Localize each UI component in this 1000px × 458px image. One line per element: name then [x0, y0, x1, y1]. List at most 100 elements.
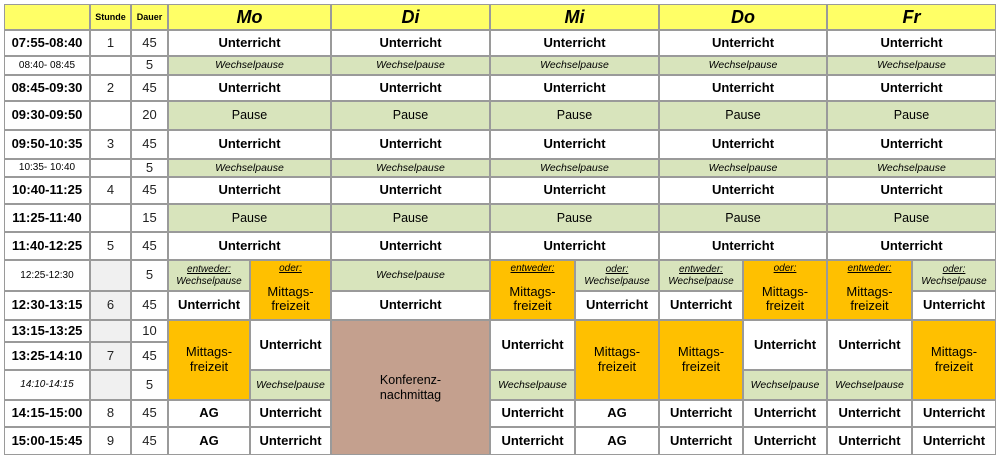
- lesson-label: Unterricht: [753, 432, 817, 448]
- lesson-cell: Unterricht: [168, 30, 331, 56]
- stunde-cell: 2: [90, 75, 131, 101]
- lesson-label: Unterricht: [259, 405, 322, 421]
- dauer-cell: 15: [131, 204, 168, 232]
- lesson-cell: Unterricht: [490, 232, 659, 260]
- lesson-cell: Unterricht: [659, 75, 827, 101]
- dauer-cell: 45: [131, 30, 168, 56]
- stunde-label: 7: [106, 347, 115, 363]
- dauer-cell: 5: [131, 260, 168, 291]
- lunch-break-label-2: freizeit: [765, 298, 805, 314]
- time-cell: 12:25-12:30: [4, 260, 90, 291]
- lesson-cell: Unterricht: [827, 320, 912, 370]
- lesson-cell-label: Unterricht: [379, 237, 442, 253]
- lunch-break-cell: entweder: Mittags-freizeit: [827, 260, 912, 320]
- change-break-option-cell: oder: Wechselpause: [912, 260, 996, 291]
- stunde-cell: [90, 320, 131, 342]
- time-label: 13:25-14:10: [11, 347, 83, 363]
- stunde-label: 3: [106, 136, 115, 152]
- lesson-cell-label: Unterricht: [543, 79, 606, 95]
- change-break-cell: Wechselpause: [168, 56, 331, 75]
- conference-label-2: nachmittag: [379, 387, 442, 402]
- lesson-cell: Unterricht: [659, 130, 827, 159]
- break-cell-label: Pause: [893, 210, 930, 225]
- lesson-label: Unterricht: [177, 297, 241, 313]
- dauer-label: 45: [142, 347, 157, 363]
- change-break-label: Wechselpause: [498, 378, 567, 391]
- time-cell: 14:10-14:15: [4, 370, 90, 400]
- change-break-cell: Wechselpause: [250, 370, 331, 400]
- change-break-label: Wechselpause: [921, 275, 987, 287]
- lunch-break-label-2: freizeit: [934, 359, 974, 374]
- time-label: 10:40-11:25: [11, 182, 83, 198]
- stunde-cell: 5: [90, 232, 131, 260]
- break-cell: Pause: [827, 204, 996, 232]
- lesson-cell-label: Unterricht: [379, 136, 442, 152]
- time-label: 12:25-12:30: [20, 269, 74, 281]
- lunch-break-label-2: freizeit: [513, 298, 552, 314]
- lesson-label: Unterricht: [838, 405, 901, 421]
- change-break-label: Wechselpause: [835, 378, 904, 391]
- header-stunde-label: Stunde: [95, 11, 126, 22]
- stunde-cell: 4: [90, 177, 131, 204]
- dauer-label: 45: [142, 237, 157, 253]
- change-break-option-cell: oder: Wechselpause: [575, 260, 659, 291]
- time-label: 14:10-14:15: [20, 379, 74, 391]
- lunch-break-label-1: Mittags-: [593, 344, 641, 360]
- time-cell: 07:55-08:40: [4, 30, 90, 56]
- lesson-cell: Unterricht: [331, 30, 490, 56]
- dauer-cell: 45: [131, 400, 168, 427]
- break-cell-label: Pause: [231, 108, 268, 123]
- change-break-label: Wechselpause: [176, 275, 242, 287]
- lesson-cell: Unterricht: [827, 177, 996, 204]
- lesson-cell: Unterricht: [490, 320, 575, 370]
- time-cell: 11:25-11:40: [4, 204, 90, 232]
- lesson-cell: Unterricht: [575, 291, 659, 320]
- dauer-cell: 45: [131, 130, 168, 159]
- lesson-label: Unterricht: [922, 432, 986, 448]
- dauer-label: 10: [142, 322, 157, 338]
- header-day: Mo: [168, 4, 331, 30]
- dauer-cell: 45: [131, 291, 168, 320]
- change-break-label: Wechselpause: [668, 275, 734, 287]
- lesson-cell: Unterricht: [331, 177, 490, 204]
- lunch-break-cell: Mittags-freizeit: [575, 320, 659, 400]
- time-label: 08:45-09:30: [11, 79, 83, 95]
- time-label: 12:30-13:15: [11, 297, 83, 313]
- dauer-label: 15: [142, 209, 157, 225]
- break-cell-label: Pause: [556, 210, 593, 225]
- lesson-cell-label: Unterricht: [880, 34, 943, 50]
- dauer-label: 45: [142, 136, 157, 152]
- time-cell: 13:25-14:10: [4, 342, 90, 370]
- dauer-label: 5: [145, 159, 154, 175]
- change-break-option-cell: entweder: Wechselpause: [168, 260, 250, 291]
- lunch-break-label-2: freizeit: [850, 298, 889, 314]
- change-break-label: Wechselpause: [256, 378, 325, 391]
- change-break-cell: Wechselpause: [743, 370, 827, 400]
- ag-label: AG: [607, 405, 627, 421]
- time-cell: 09:30-09:50: [4, 101, 90, 130]
- lesson-cell: Unterricht: [743, 320, 827, 370]
- change-break-cell-label: Wechselpause: [376, 161, 445, 174]
- break-cell-label: Pause: [392, 108, 429, 123]
- change-break-cell-label: Wechselpause: [376, 59, 445, 72]
- lunch-break-cell: Mittags-freizeit: [659, 320, 743, 400]
- lesson-cell: Unterricht: [168, 75, 331, 101]
- dauer-label: 45: [142, 405, 157, 421]
- lunch-break-label-1: Mittags-: [267, 283, 314, 299]
- lesson-cell: Unterricht: [168, 291, 250, 320]
- header-stunde: Stunde: [90, 4, 131, 30]
- option-label: entweder:: [679, 264, 723, 275]
- stunde-label: 6: [106, 297, 115, 313]
- lesson-cell: Unterricht: [490, 177, 659, 204]
- lesson-cell-label: Unterricht: [880, 136, 943, 152]
- lunch-break-label-1: Mittags-: [930, 344, 978, 360]
- break-cell: Pause: [827, 101, 996, 130]
- lesson-cell: Unterricht: [490, 400, 575, 427]
- stunde-cell: 7: [90, 342, 131, 370]
- lesson-cell: Unterricht: [659, 232, 827, 260]
- header-dauer-label: Dauer: [136, 11, 163, 22]
- dauer-cell: 45: [131, 342, 168, 370]
- stunde-cell: [90, 101, 131, 130]
- header-day-label: Di: [401, 6, 420, 27]
- lesson-cell: Unterricht: [659, 427, 743, 455]
